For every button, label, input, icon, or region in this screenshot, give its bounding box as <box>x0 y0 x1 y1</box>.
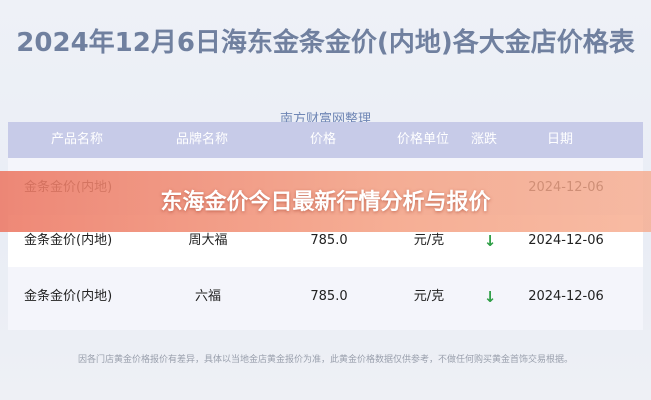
table-cell: 2024-12-06 <box>528 233 604 248</box>
column-header: 日期 <box>546 132 573 147</box>
table-cell: 785.0 <box>310 289 348 304</box>
trend-arrow: ↓ <box>483 288 497 306</box>
table-cell: 元/克 <box>413 289 445 304</box>
column-header: 品牌名称 <box>175 132 228 147</box>
table-cell: 金条金价(内地) <box>24 233 113 248</box>
table-cell: 元/克 <box>413 233 445 248</box>
title: 2024年12月6日海东金条金价(内地)各大金店价格表 <box>16 28 635 58</box>
table-cell: 周大福 <box>188 233 228 248</box>
column-header: 价格单位 <box>396 132 449 147</box>
table-row <box>8 271 643 323</box>
column-header: 产品名称 <box>50 132 103 147</box>
column-header: 价格 <box>309 132 336 147</box>
table-cell: 2024-12-06 <box>528 289 604 304</box>
footnote: 因各门店黄金价格报价有差异，具体以当地金店黄金报价为准，此黄金价格数据仅供参考，… <box>77 355 573 365</box>
column-header: 涨跌 <box>470 132 497 147</box>
banner-text: 东海金价今日最新行情分析与报价 <box>160 190 491 215</box>
banner <box>0 171 651 232</box>
table-cell: 六福 <box>194 289 221 304</box>
trend-arrow: ↓ <box>483 232 497 250</box>
table-cell: 785.0 <box>310 233 348 248</box>
table-cell: 金条金价(内地) <box>24 289 113 304</box>
table-header <box>8 122 643 158</box>
